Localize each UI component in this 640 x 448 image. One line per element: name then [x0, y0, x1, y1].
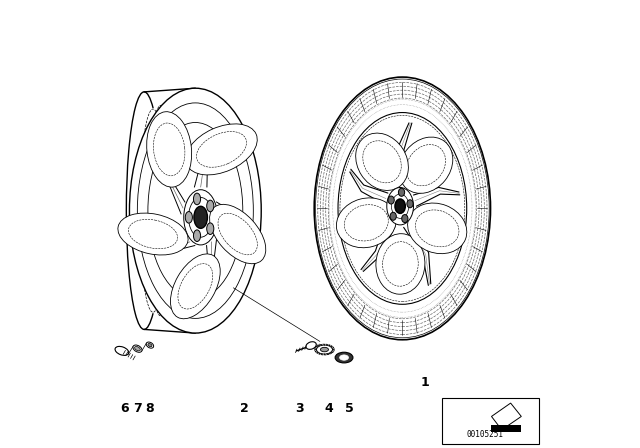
Ellipse shape: [184, 190, 218, 245]
Text: 7: 7: [133, 402, 142, 415]
Text: 5: 5: [344, 402, 353, 415]
Ellipse shape: [194, 206, 207, 228]
Ellipse shape: [147, 112, 191, 187]
Ellipse shape: [335, 352, 353, 363]
Text: 6: 6: [120, 402, 129, 415]
Ellipse shape: [388, 196, 394, 204]
Text: 1: 1: [420, 375, 429, 388]
Ellipse shape: [170, 254, 220, 319]
Ellipse shape: [115, 346, 129, 355]
Text: 2: 2: [240, 402, 249, 415]
Polygon shape: [492, 403, 522, 430]
Ellipse shape: [193, 230, 200, 241]
Ellipse shape: [207, 223, 214, 234]
Ellipse shape: [146, 342, 154, 348]
Text: 00105251: 00105251: [466, 430, 503, 439]
Ellipse shape: [338, 112, 467, 304]
Ellipse shape: [207, 200, 214, 212]
Ellipse shape: [189, 198, 213, 237]
Ellipse shape: [148, 344, 152, 347]
Ellipse shape: [395, 199, 405, 213]
Polygon shape: [492, 425, 522, 432]
Ellipse shape: [186, 124, 257, 175]
Ellipse shape: [209, 204, 266, 264]
Ellipse shape: [193, 193, 200, 205]
Ellipse shape: [407, 200, 413, 208]
Bar: [442, 398, 540, 444]
Ellipse shape: [392, 194, 409, 218]
Text: 4: 4: [324, 402, 333, 415]
Ellipse shape: [390, 212, 396, 220]
Ellipse shape: [185, 211, 193, 223]
Ellipse shape: [340, 355, 349, 360]
Ellipse shape: [402, 215, 408, 223]
Ellipse shape: [133, 345, 142, 352]
Ellipse shape: [118, 213, 188, 255]
Ellipse shape: [376, 234, 425, 294]
Ellipse shape: [387, 188, 413, 225]
Text: 3: 3: [296, 402, 304, 415]
Ellipse shape: [134, 346, 140, 351]
Ellipse shape: [148, 122, 243, 299]
Ellipse shape: [356, 133, 408, 190]
Ellipse shape: [399, 137, 452, 194]
Ellipse shape: [129, 88, 261, 333]
Ellipse shape: [399, 188, 404, 196]
Ellipse shape: [321, 347, 328, 352]
Text: 8: 8: [146, 402, 154, 415]
Ellipse shape: [337, 198, 396, 248]
Ellipse shape: [314, 77, 490, 340]
Ellipse shape: [306, 342, 316, 349]
Ellipse shape: [408, 203, 467, 254]
